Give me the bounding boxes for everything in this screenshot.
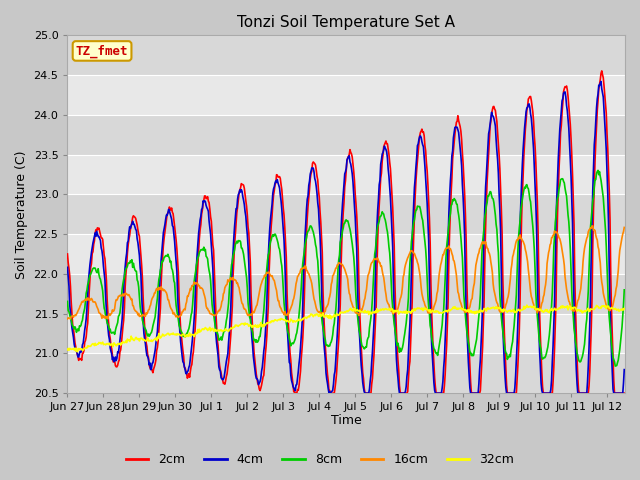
Title: Tonzi Soil Temperature Set A: Tonzi Soil Temperature Set A — [237, 15, 455, 30]
Bar — [67, 274, 625, 313]
Bar — [67, 155, 625, 194]
Bar — [67, 234, 625, 274]
Bar — [67, 353, 625, 393]
Bar — [67, 115, 625, 155]
Legend: 2cm, 4cm, 8cm, 16cm, 32cm: 2cm, 4cm, 8cm, 16cm, 32cm — [121, 448, 519, 471]
Text: TZ_fmet: TZ_fmet — [76, 44, 129, 58]
Bar — [67, 75, 625, 115]
X-axis label: Time: Time — [331, 414, 362, 427]
Bar — [67, 36, 625, 75]
Bar — [67, 194, 625, 234]
Y-axis label: Soil Temperature (C): Soil Temperature (C) — [15, 150, 28, 278]
Bar — [67, 313, 625, 353]
